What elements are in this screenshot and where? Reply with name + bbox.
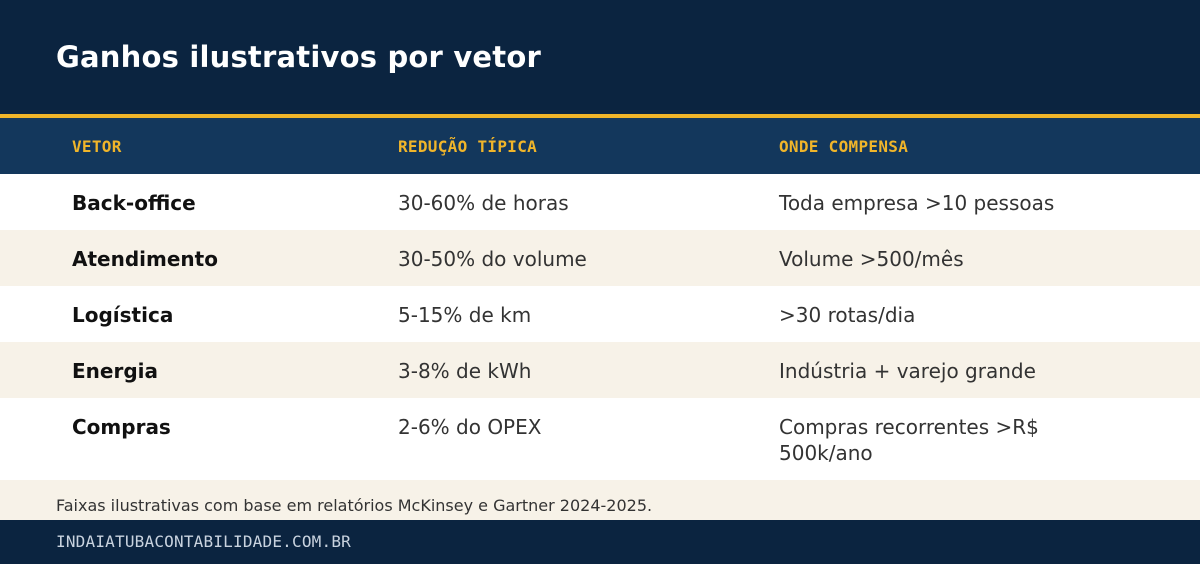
- page-title: Ganhos ilustrativos por vetor: [56, 40, 541, 74]
- table-row: Compras 2-6% do OPEX Compras recorrentes…: [0, 398, 1200, 480]
- table-row: Back-office 30-60% de horas Toda empresa…: [0, 174, 1200, 230]
- row-reducao: 30-50% do volume: [398, 247, 587, 271]
- column-header-reducao: REDUÇÃO TÍPICA: [398, 136, 538, 156]
- row-reducao: 30-60% de horas: [398, 191, 569, 215]
- table-row: Energia 3-8% de kWh Indústria + varejo g…: [0, 342, 1200, 398]
- table-row: Atendimento 30-50% do volume Volume >500…: [0, 230, 1200, 286]
- row-vetor: Compras: [72, 415, 171, 439]
- row-onde-compensa: Compras recorrentes >R$ 500k/ano: [779, 415, 1039, 465]
- row-reducao: 2-6% do OPEX: [398, 415, 542, 439]
- table-header-row: VETOR REDUÇÃO TÍPICA ONDE COMPENSA: [0, 118, 1200, 174]
- column-header-vetor: VETOR: [72, 136, 122, 156]
- site-url: INDAIATUBACONTABILIDADE.COM.BR: [56, 532, 351, 551]
- row-reducao: 3-8% de kWh: [398, 359, 532, 383]
- row-vetor: Logística: [72, 303, 174, 327]
- row-reducao: 5-15% de km: [398, 303, 532, 327]
- row-vetor: Back-office: [72, 191, 196, 215]
- row-onde-compensa: Toda empresa >10 pessoas: [779, 191, 1055, 215]
- gains-table: VETOR REDUÇÃO TÍPICA ONDE COMPENSA Back-…: [0, 118, 1200, 480]
- row-onde-compensa: Indústria + varejo grande: [779, 359, 1036, 383]
- column-header-onde-compensa: ONDE COMPENSA: [779, 136, 909, 156]
- row-onde-compensa: >30 rotas/dia: [779, 303, 916, 327]
- row-vetor: Energia: [72, 359, 158, 383]
- table-row: Logística 5-15% de km >30 rotas/dia: [0, 286, 1200, 342]
- row-onde-compensa: Volume >500/mês: [779, 247, 964, 271]
- row-vetor: Atendimento: [72, 247, 218, 271]
- footer-bar: INDAIATUBACONTABILIDADE.COM.BR: [0, 520, 1200, 564]
- header-banner: Ganhos ilustrativos por vetor: [0, 0, 1200, 118]
